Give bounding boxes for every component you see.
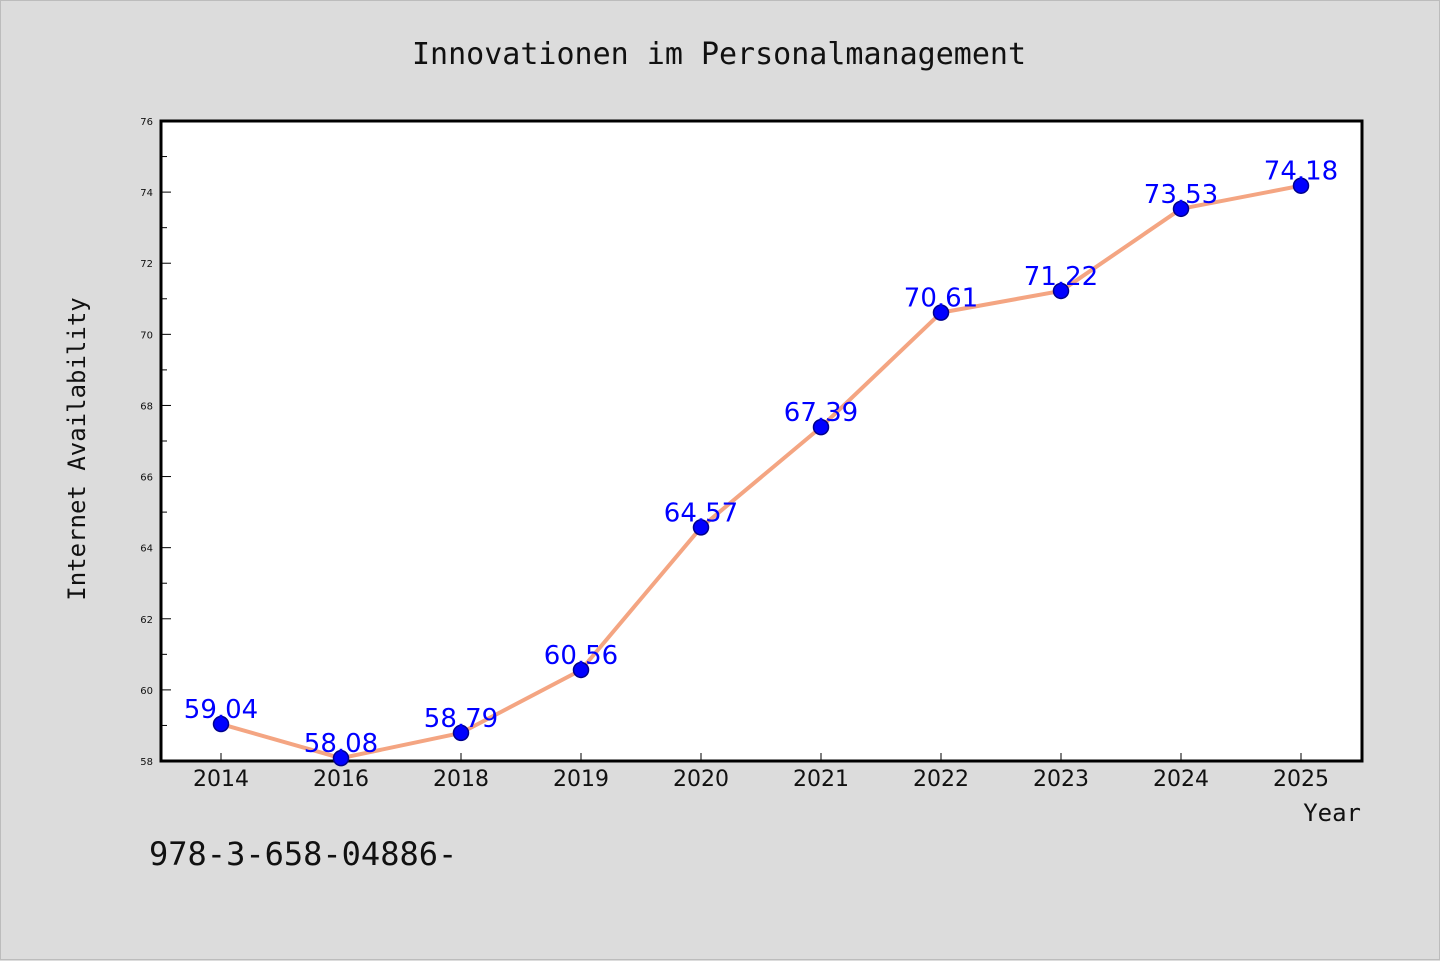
x-tick-label: 2023 <box>1033 767 1089 792</box>
x-tick-label: 2021 <box>793 767 849 792</box>
series-line <box>220 183 1302 761</box>
data-point-label: 71.22 <box>1024 262 1098 292</box>
data-point-label: 59.04 <box>184 695 258 725</box>
data-point-label: 60.56 <box>544 641 618 671</box>
x-axis-label: Year <box>1303 799 1361 827</box>
y-tick-label: 60 <box>140 686 153 697</box>
data-point-marker <box>1052 282 1070 300</box>
y-tick-label: 70 <box>140 330 153 341</box>
data-point-marker <box>452 724 470 742</box>
y-tick-label: 62 <box>140 615 153 626</box>
y-tick-label: 72 <box>140 259 153 270</box>
y-tick-label: 68 <box>140 401 153 412</box>
y-tick-label: 58 <box>140 757 153 768</box>
y-tick-label: 66 <box>140 473 153 484</box>
y-tick-label: 64 <box>140 544 153 555</box>
data-point-marker <box>212 715 230 733</box>
y-axis-label: Internet Availability <box>63 297 91 600</box>
isbn-footer-text: 978-3-658-04886- <box>149 835 457 873</box>
data-point-marker <box>572 661 590 679</box>
data-point-marker <box>1292 177 1310 194</box>
x-tick-label: 2018 <box>433 767 489 792</box>
data-point-marker <box>812 418 830 436</box>
y-tick-label: 76 <box>140 117 153 128</box>
plot-area <box>159 119 1364 763</box>
data-point-label: 58.79 <box>424 704 498 734</box>
x-tick-label: 2016 <box>313 767 369 792</box>
data-point-label: 58.08 <box>304 729 378 759</box>
x-tick-label: 2019 <box>553 767 609 792</box>
x-tick-label: 2020 <box>673 767 729 792</box>
data-point-marker <box>932 304 950 321</box>
x-tick-label: 2024 <box>1153 767 1209 792</box>
data-point-marker <box>332 749 350 767</box>
x-tick-label: 2022 <box>913 767 969 792</box>
data-point-label: 64.57 <box>664 498 738 528</box>
data-labels: 59.04 58.08 58.79 60.56 64.57 67.39 70.61 71.22… <box>184 157 1338 759</box>
x-axis: 2014 2016 2018 2019 2020 2021 2022 2023 2024 2025 <box>193 753 1329 792</box>
data-point-label: 70.61 <box>904 284 978 314</box>
data-point-label: 73.53 <box>1144 180 1218 210</box>
data-point-label: 67.39 <box>784 398 858 428</box>
y-tick-label: 74 <box>140 188 153 199</box>
data-point-marker <box>1172 200 1190 218</box>
x-tick-label: 2014 <box>193 767 249 792</box>
data-point-label: 74.18 <box>1264 157 1338 187</box>
data-point-marker <box>692 519 710 536</box>
chart-title: Innovationen im Personalmanagement <box>412 37 1026 72</box>
series-markers <box>212 177 1310 767</box>
x-tick-label: 2025 <box>1273 767 1329 792</box>
y-axis: 58 60 62 64 66 68 70 72 74 76 <box>140 117 171 768</box>
